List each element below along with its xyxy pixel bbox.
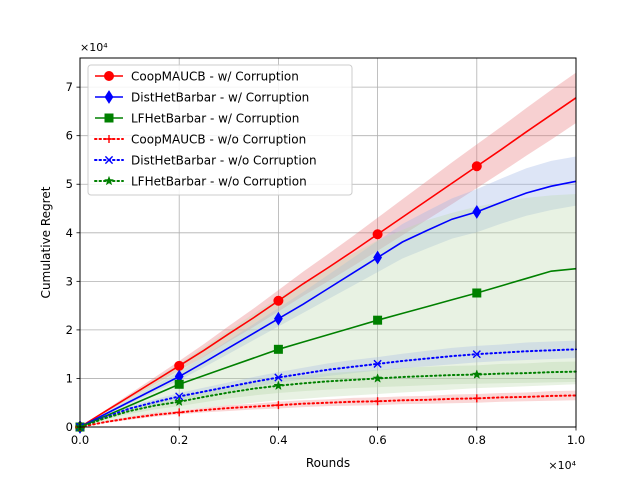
legend-marker (105, 135, 113, 143)
data-point (274, 311, 283, 326)
y-tick-label: 1 (66, 371, 73, 385)
data-point (274, 401, 283, 410)
y-axis-label: Cumulative Regret (39, 186, 53, 298)
data-point (175, 408, 184, 417)
axis-ticks: 0.0 0.2 0.4 0.6 0.8 1.0 0 1 2 3 4 5 6 7 (66, 80, 585, 447)
legend-marker (104, 113, 114, 123)
legend-marker (104, 71, 114, 81)
legend-marker (104, 90, 114, 104)
data-point (373, 250, 382, 265)
x-axis-label: Rounds (306, 456, 350, 470)
legend-label: LFHetBarbar - w/o Corruption (131, 175, 307, 189)
y-tick-label: 7 (66, 80, 73, 94)
plot-frame (79, 57, 577, 428)
legend-label: LFHetBarbar - w/ Corruption (131, 112, 299, 126)
data-point (472, 288, 482, 298)
confidence-band (80, 72, 576, 427)
series-line (79, 180, 577, 428)
legend: CoopMAUCB - w/ Corruption DistHetBarbar -… (87, 64, 353, 196)
y-axis-multiplier: ×10⁴ (80, 41, 108, 54)
x-tick-label: 1.0 (567, 433, 585, 447)
x-tick-label: 0.4 (269, 433, 287, 447)
data-point (174, 360, 185, 371)
series-line (79, 394, 577, 428)
legend-label: DistHetBarbar - w/ Corruption (131, 91, 309, 105)
x-tick-label: 0.2 (170, 433, 188, 447)
data-point (471, 161, 482, 172)
y-tick-label: 2 (66, 323, 73, 337)
x-tick-label: 0.8 (468, 433, 486, 447)
series-lines (79, 97, 577, 428)
legend-marker (103, 175, 115, 186)
data-point (373, 315, 383, 325)
confidence-band (80, 193, 576, 427)
y-tick-label: 4 (66, 226, 73, 240)
data-point (472, 394, 481, 403)
confidence-band (80, 361, 576, 427)
legend-label: CoopMAUCB - w/o Corruption (131, 133, 306, 147)
data-point (471, 369, 482, 379)
data-point (373, 397, 382, 406)
confidence-band (80, 340, 576, 427)
series-line (79, 348, 577, 428)
data-point (273, 295, 284, 306)
data-point (274, 373, 283, 382)
data-point (273, 380, 284, 391)
x-tick-label: 0.0 (71, 433, 89, 447)
legend-items: CoopMAUCB - w/ Corruption DistHetBarbar -… (94, 70, 317, 189)
data-point (273, 344, 283, 354)
data-point (472, 204, 482, 219)
x-axis-multiplier: ×10⁴ (548, 459, 576, 472)
confidence-bands (80, 72, 576, 427)
y-tick-label: 5 (66, 177, 73, 191)
legend-label: CoopMAUCB - w/ Corruption (131, 70, 299, 84)
y-tick-label: 6 (66, 129, 73, 143)
confidence-band (80, 156, 576, 427)
legend-label: DistHetBarbar - w/o Corruption (131, 154, 317, 168)
data-point (175, 392, 184, 401)
legend-box (87, 64, 353, 196)
series-line (79, 370, 577, 428)
series-line (79, 97, 577, 428)
data-point (372, 373, 383, 383)
data-point (472, 350, 481, 359)
x-tick-label: 0.6 (368, 433, 386, 447)
legend-marker (104, 155, 114, 165)
series-line (79, 267, 577, 428)
data-point (174, 379, 184, 389)
y-tick-label: 3 (66, 274, 73, 288)
data-point (372, 229, 383, 240)
y-tick-label: 0 (66, 420, 73, 434)
data-point (373, 359, 382, 368)
data-point (174, 396, 185, 407)
